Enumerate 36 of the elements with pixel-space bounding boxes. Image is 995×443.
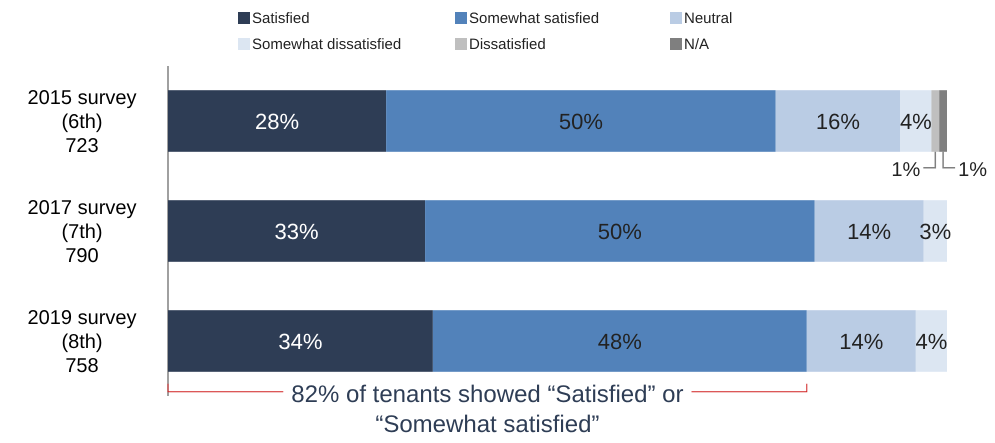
bar	[900, 90, 932, 152]
data-label: 14%	[839, 329, 884, 354]
legend-label: N/A	[684, 36, 710, 53]
bar	[776, 90, 900, 152]
bar	[168, 90, 386, 152]
legend-label: Dissatisfied	[469, 36, 546, 53]
bar	[931, 90, 940, 152]
data-label: 4%	[900, 109, 932, 134]
annotation: 82% of tenants showed “Satisfied” or “Somewhat satisfied”	[291, 380, 684, 438]
bar	[939, 90, 947, 152]
data-label: 34%	[278, 329, 322, 354]
legend-label: Satisfied	[252, 10, 310, 27]
data-label: 1%	[958, 158, 988, 181]
bar	[916, 310, 947, 372]
y-tick-label: 2019 survey (8th) 758	[28, 307, 136, 377]
data-label: 48%	[598, 329, 642, 354]
data-label: 28%	[255, 109, 300, 134]
bar	[386, 90, 776, 152]
data-label: 3%	[919, 219, 952, 244]
data-label: 50%	[558, 109, 603, 134]
data-label: 50%	[598, 219, 642, 244]
bar	[806, 310, 916, 372]
bar	[168, 310, 433, 372]
data-label: 1%	[891, 158, 921, 181]
data-label: 33%	[274, 219, 319, 244]
legend-label: Somewhat dissatisfied	[252, 36, 402, 53]
y-tick-label: 2015 survey (6th) 723	[28, 87, 136, 157]
data-label: 16%	[816, 109, 860, 134]
y-tick-label: 2017 survey (7th) 790	[28, 197, 136, 267]
legend-label: Somewhat satisfied	[469, 10, 600, 27]
data-label: 4%	[916, 329, 948, 354]
bar	[432, 310, 807, 372]
bar	[168, 200, 426, 262]
bar	[425, 200, 815, 262]
legend-label: Neutral	[684, 10, 732, 27]
data-label: 14%	[847, 219, 892, 244]
